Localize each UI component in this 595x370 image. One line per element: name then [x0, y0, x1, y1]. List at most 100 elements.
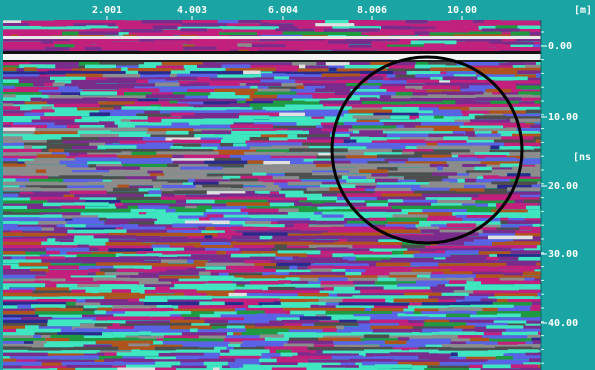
- radar-segment: [231, 227, 255, 231]
- radar-segment: [96, 281, 115, 285]
- radar-segment: [134, 269, 144, 273]
- radar-segment: [375, 364, 412, 368]
- radar-segment: [142, 20, 183, 24]
- radar-segment: [67, 125, 80, 129]
- radar-segment: [48, 209, 83, 213]
- radar-segment: [476, 274, 504, 278]
- radar-segment: [160, 89, 188, 93]
- radar-segment: [76, 299, 85, 303]
- radar-segment: [130, 278, 158, 282]
- radar-segment: [499, 266, 532, 270]
- radar-segment: [3, 227, 42, 231]
- radar-segment: [148, 79, 165, 83]
- radar-segment: [3, 302, 17, 306]
- y-tick-label: 20.00: [548, 181, 578, 192]
- radar-segment: [286, 152, 303, 156]
- radar-segment: [157, 176, 185, 180]
- radar-segment: [110, 112, 136, 116]
- radar-segment: [54, 104, 100, 108]
- radar-segment: [104, 185, 117, 189]
- radar-segment: [66, 302, 75, 306]
- radar-segment: [265, 337, 271, 341]
- radar-segment: [3, 167, 37, 171]
- radar-segment: [48, 320, 93, 324]
- radar-segment: [415, 31, 430, 35]
- radar-segment: [343, 164, 387, 168]
- radar-segment: [300, 278, 319, 282]
- radar-segment: [116, 269, 134, 273]
- radar-segment: [432, 335, 458, 339]
- radar-segment: [484, 189, 507, 193]
- radar-segment: [325, 20, 348, 24]
- radar-segment: [66, 26, 86, 30]
- radar-segment: [451, 302, 463, 306]
- radar-segment: [461, 77, 477, 81]
- radar-segment: [99, 121, 115, 125]
- radar-segment: [304, 152, 319, 156]
- radar-segment: [229, 349, 269, 353]
- radar-segment: [210, 92, 235, 96]
- radar-segment: [3, 94, 16, 98]
- radar-segment: [492, 169, 519, 173]
- radar-segment: [270, 350, 277, 354]
- radar-segment: [349, 110, 393, 114]
- radar-segment: [444, 157, 477, 161]
- radar-segment: [115, 281, 125, 285]
- radar-segment: [220, 353, 262, 357]
- radar-segment: [88, 272, 96, 276]
- radar-segment: [3, 67, 17, 71]
- radar-segment: [371, 326, 413, 330]
- radar-segment: [3, 187, 41, 191]
- radar-segment: [3, 251, 25, 255]
- radar-segment: [104, 353, 116, 357]
- radar-segment: [31, 304, 55, 308]
- radar-segment: [260, 83, 282, 87]
- radar-segment: [268, 287, 295, 291]
- radar-segment: [429, 181, 449, 185]
- radar-segment: [187, 238, 227, 242]
- radar-segment: [302, 143, 332, 147]
- radar-segment: [314, 322, 358, 326]
- radar-segment: [182, 115, 204, 119]
- radar-segment: [247, 143, 268, 147]
- radar-segment: [155, 362, 180, 366]
- radar-segment: [126, 20, 141, 24]
- radar-segment: [311, 268, 332, 272]
- radar-segment: [354, 22, 394, 26]
- radar-segment: [230, 221, 245, 225]
- radar-segment: [245, 221, 271, 225]
- radar-segment: [72, 146, 97, 150]
- radar-segment: [488, 350, 508, 354]
- radar-segment: [163, 170, 189, 174]
- radar-segment: [119, 256, 159, 260]
- radar-segment: [260, 236, 273, 240]
- radar-segment: [3, 182, 49, 186]
- radar-segment: [3, 359, 16, 363]
- radar-segment: [174, 190, 207, 194]
- radar-segment: [3, 365, 21, 369]
- radar-segment: [535, 161, 541, 165]
- radar-segment: [304, 110, 338, 114]
- radar-segment: [525, 22, 541, 26]
- radar-segment: [293, 356, 332, 360]
- radar-segment: [267, 242, 313, 246]
- radar-segment: [55, 65, 78, 69]
- radar-segment: [283, 32, 316, 36]
- radar-segment: [117, 352, 159, 356]
- radar-segment: [83, 98, 108, 102]
- radar-segment: [272, 236, 317, 240]
- radar-segment: [392, 251, 404, 255]
- radar-segment: [257, 31, 283, 35]
- radar-segment: [390, 352, 429, 356]
- radar-segment: [387, 74, 396, 78]
- radar-segment: [17, 305, 31, 309]
- radar-segment: [467, 208, 491, 212]
- radar-segment: [275, 244, 287, 248]
- radar-segment: [85, 287, 98, 291]
- radar-segment: [85, 47, 102, 51]
- radar-segment: [451, 86, 460, 90]
- radar-segment: [349, 170, 359, 174]
- radar-segment: [250, 95, 278, 99]
- radar-segment: [60, 161, 88, 165]
- radar-segment: [419, 221, 438, 225]
